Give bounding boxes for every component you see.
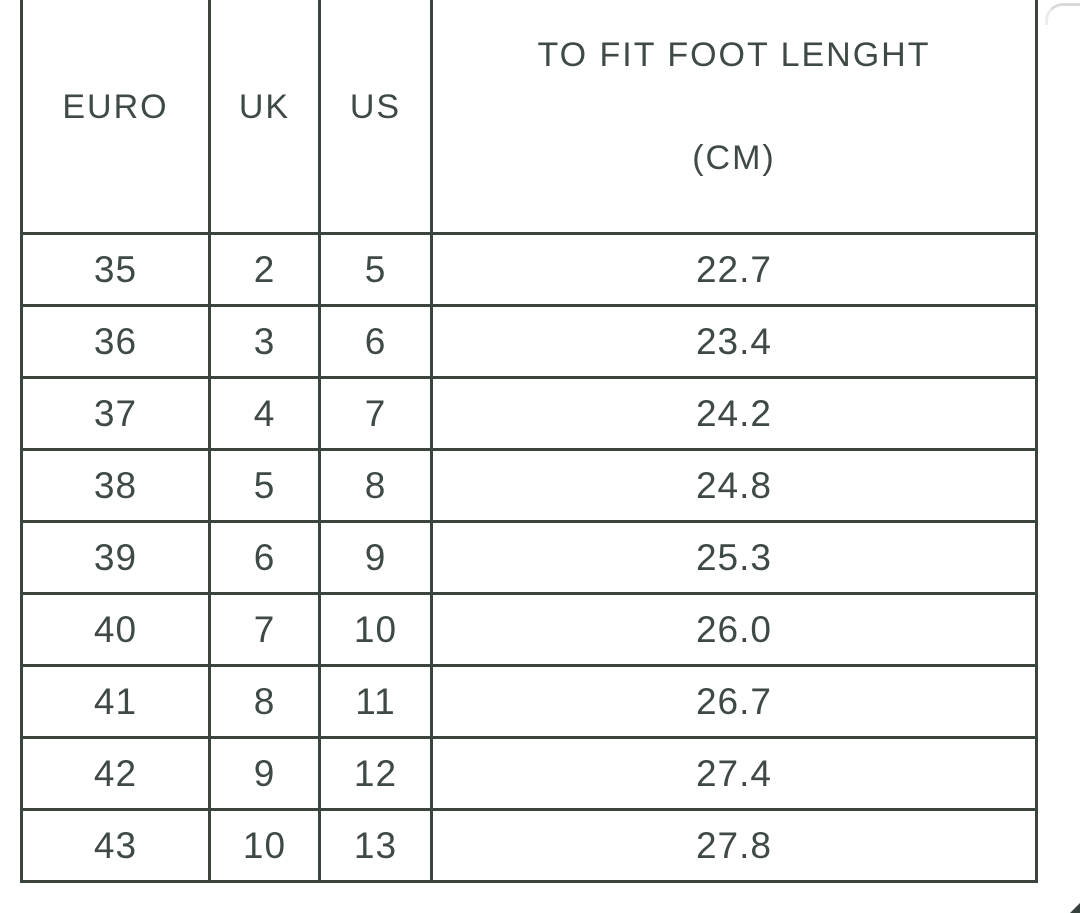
foot-length-header-line1: TO FIT FOOT LENGHT (537, 36, 931, 74)
table-cell: 4 (208, 376, 321, 451)
table-cell: 37 (20, 376, 211, 451)
table-cell: 23.4 (430, 304, 1038, 379)
table-row: 36 3 6 23.4 (20, 304, 1038, 379)
table-row: 37 4 7 24.2 (20, 376, 1038, 451)
table-cell: 39 (20, 520, 211, 595)
table-cell: 38 (20, 448, 211, 523)
table-cell: 10 (318, 592, 433, 667)
table-row: 38 5 8 24.8 (20, 448, 1038, 523)
table-cell: 26.7 (430, 664, 1038, 739)
column-header-euro: EURO (20, 0, 211, 235)
table-cell: 13 (318, 808, 433, 883)
table-cell: 22.7 (430, 232, 1038, 307)
size-conversion-table: EURO UK US TO FIT FOOT LENGHT (CM) 35 2 5 2… (20, 0, 1038, 883)
table-cell: 41 (20, 664, 211, 739)
table-cell: 12 (318, 736, 433, 811)
table-cell: 6 (318, 304, 433, 379)
table-cell: 25.3 (430, 520, 1038, 595)
table-cell: 2 (208, 232, 321, 307)
header-row: EURO UK US TO FIT FOOT LENGHT (CM) (20, 0, 1038, 235)
table-row: 35 2 5 22.7 (20, 232, 1038, 307)
rounded-corner-artifact (1045, 3, 1080, 25)
table-cell: 26.0 (430, 592, 1038, 667)
table-cell: 10 (208, 808, 321, 883)
table-cell: 11 (318, 664, 433, 739)
table-cell: 9 (208, 736, 321, 811)
table-cell: 24.2 (430, 376, 1038, 451)
table-cell: 27.4 (430, 736, 1038, 811)
foot-length-header-line2: (CM) (692, 139, 776, 177)
size-table-header: EURO UK US TO FIT FOOT LENGHT (CM) (20, 0, 1038, 235)
table-cell: 27.8 (430, 808, 1038, 883)
table-cell: 5 (318, 232, 433, 307)
table-cell: 6 (208, 520, 321, 595)
table-cell: 8 (208, 664, 321, 739)
bottom-right-artifact (1070, 903, 1080, 913)
table-cell: 40 (20, 592, 211, 667)
table-row: 39 6 9 25.3 (20, 520, 1038, 595)
size-table-body: 35 2 5 22.7 36 3 6 23.4 37 4 7 24.2 38 5 8 24.8 39 6 9 25.3… (20, 232, 1038, 883)
table-row: 41 8 11 26.7 (20, 664, 1038, 739)
table-cell: 5 (208, 448, 321, 523)
table-cell: 9 (318, 520, 433, 595)
foot-length-header-lines: TO FIT FOOT LENGHT (CM) (433, 36, 1035, 178)
table-cell: 24.8 (430, 448, 1038, 523)
table-cell: 7 (208, 592, 321, 667)
table-cell: 42 (20, 736, 211, 811)
column-header-us: US (318, 0, 433, 235)
table-cell: 35 (20, 232, 211, 307)
table-cell: 43 (20, 808, 211, 883)
table-row: 43 10 13 27.8 (20, 808, 1038, 883)
table-cell: 8 (318, 448, 433, 523)
column-header-uk: UK (208, 0, 321, 235)
column-header-foot-length: TO FIT FOOT LENGHT (CM) (430, 0, 1038, 235)
table-cell: 7 (318, 376, 433, 451)
table-cell: 36 (20, 304, 211, 379)
table-cell: 3 (208, 304, 321, 379)
table-row: 42 9 12 27.4 (20, 736, 1038, 811)
table-row: 40 7 10 26.0 (20, 592, 1038, 667)
